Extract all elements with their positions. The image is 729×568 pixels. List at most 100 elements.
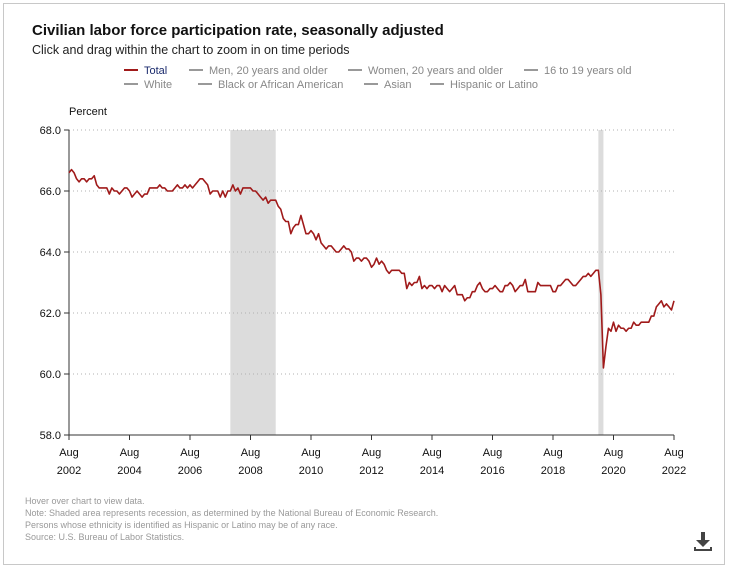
data-point[interactable] bbox=[285, 220, 287, 222]
data-point[interactable] bbox=[501, 290, 503, 292]
data-point[interactable] bbox=[259, 196, 261, 198]
data-point[interactable] bbox=[237, 187, 239, 189]
data-point[interactable] bbox=[375, 257, 377, 259]
data-point[interactable] bbox=[592, 272, 594, 274]
data-point[interactable] bbox=[219, 196, 221, 198]
data-point[interactable] bbox=[164, 187, 166, 189]
data-point[interactable] bbox=[627, 327, 629, 329]
data-point[interactable] bbox=[451, 287, 453, 289]
data-point[interactable] bbox=[302, 223, 304, 225]
data-point[interactable] bbox=[491, 287, 493, 289]
data-point[interactable] bbox=[574, 284, 576, 286]
data-point[interactable] bbox=[567, 278, 569, 280]
data-point[interactable] bbox=[330, 245, 332, 247]
data-point[interactable] bbox=[297, 223, 299, 225]
data-point[interactable] bbox=[143, 193, 145, 195]
data-point[interactable] bbox=[191, 187, 193, 189]
data-point[interactable] bbox=[403, 272, 405, 274]
data-point[interactable] bbox=[201, 178, 203, 180]
data-point[interactable] bbox=[499, 290, 501, 292]
data-point[interactable] bbox=[549, 284, 551, 286]
data-point[interactable] bbox=[622, 327, 624, 329]
legend-item-6[interactable]: Asian bbox=[384, 79, 412, 91]
data-point[interactable] bbox=[78, 181, 80, 183]
data-point[interactable] bbox=[632, 321, 634, 323]
data-point[interactable] bbox=[148, 187, 150, 189]
data-point[interactable] bbox=[295, 223, 297, 225]
data-point[interactable] bbox=[380, 260, 382, 262]
data-point[interactable] bbox=[217, 190, 219, 192]
data-point[interactable] bbox=[272, 199, 274, 201]
data-point[interactable] bbox=[186, 187, 188, 189]
data-point[interactable] bbox=[448, 290, 450, 292]
data-point[interactable] bbox=[557, 284, 559, 286]
data-point[interactable] bbox=[421, 287, 423, 289]
data-point[interactable] bbox=[90, 178, 92, 180]
data-point[interactable] bbox=[390, 269, 392, 271]
data-point[interactable] bbox=[373, 263, 375, 265]
data-point[interactable] bbox=[242, 187, 244, 189]
legend-item-5[interactable]: Black or African American bbox=[218, 79, 343, 91]
data-point[interactable] bbox=[406, 287, 408, 289]
data-point[interactable] bbox=[300, 214, 302, 216]
data-point[interactable] bbox=[481, 287, 483, 289]
data-point[interactable] bbox=[128, 190, 130, 192]
data-point[interactable] bbox=[154, 187, 156, 189]
data-point[interactable] bbox=[320, 242, 322, 244]
data-point[interactable] bbox=[116, 190, 118, 192]
data-point[interactable] bbox=[547, 284, 549, 286]
data-point[interactable] bbox=[348, 248, 350, 250]
data-point[interactable] bbox=[338, 251, 340, 253]
data-point[interactable] bbox=[534, 290, 536, 292]
data-point[interactable] bbox=[388, 272, 390, 274]
data-point[interactable] bbox=[670, 309, 672, 311]
data-point[interactable] bbox=[620, 327, 622, 329]
data-point[interactable] bbox=[214, 190, 216, 192]
data-point[interactable] bbox=[96, 184, 98, 186]
data-point[interactable] bbox=[159, 184, 161, 186]
data-point[interactable] bbox=[345, 248, 347, 250]
data-point[interactable] bbox=[600, 294, 602, 296]
data-point[interactable] bbox=[544, 284, 546, 286]
data-point[interactable] bbox=[315, 239, 317, 241]
data-point[interactable] bbox=[249, 187, 251, 189]
data-point[interactable] bbox=[73, 172, 75, 174]
data-point[interactable] bbox=[590, 275, 592, 277]
legend-item-1[interactable]: Men, 20 years and older bbox=[209, 65, 328, 77]
data-point[interactable] bbox=[509, 281, 511, 283]
data-point[interactable] bbox=[456, 294, 458, 296]
data-point[interactable] bbox=[123, 187, 125, 189]
data-point[interactable] bbox=[441, 290, 443, 292]
data-point[interactable] bbox=[206, 184, 208, 186]
data-point[interactable] bbox=[343, 245, 345, 247]
data-point[interactable] bbox=[630, 327, 632, 329]
data-point[interactable] bbox=[80, 178, 82, 180]
data-point[interactable] bbox=[552, 290, 554, 292]
data-point[interactable] bbox=[479, 281, 481, 283]
data-point[interactable] bbox=[378, 263, 380, 265]
data-point[interactable] bbox=[517, 287, 519, 289]
data-point[interactable] bbox=[133, 193, 135, 195]
data-point[interactable] bbox=[138, 193, 140, 195]
data-point[interactable] bbox=[194, 184, 196, 186]
data-point[interactable] bbox=[83, 178, 85, 180]
data-point[interactable] bbox=[393, 269, 395, 271]
data-point[interactable] bbox=[156, 187, 158, 189]
data-point[interactable] bbox=[413, 281, 415, 283]
legend-item-0[interactable]: Total bbox=[144, 65, 167, 77]
data-point[interactable] bbox=[635, 324, 637, 326]
data-point[interactable] bbox=[282, 217, 284, 219]
data-point[interactable] bbox=[504, 284, 506, 286]
data-point[interactable] bbox=[290, 233, 292, 235]
data-point[interactable] bbox=[292, 226, 294, 228]
data-point[interactable] bbox=[398, 269, 400, 271]
data-point[interactable] bbox=[660, 300, 662, 302]
data-point[interactable] bbox=[317, 233, 319, 235]
data-point[interactable] bbox=[476, 284, 478, 286]
data-point[interactable] bbox=[365, 257, 367, 259]
data-point[interactable] bbox=[335, 251, 337, 253]
data-point[interactable] bbox=[169, 190, 171, 192]
data-point[interactable] bbox=[461, 294, 463, 296]
data-point[interactable] bbox=[151, 187, 153, 189]
